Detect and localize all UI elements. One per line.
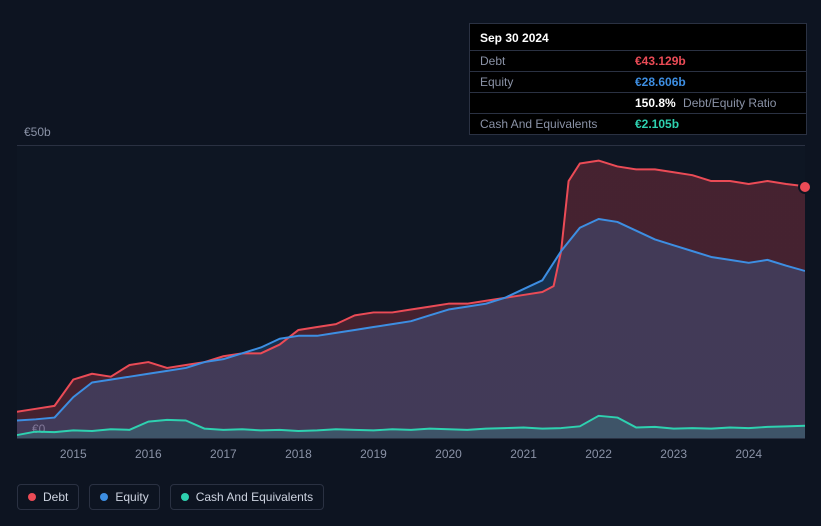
x-tick: 2023 bbox=[660, 447, 687, 461]
tooltip-row-value: €28.606b bbox=[635, 75, 686, 89]
legend-label: Debt bbox=[43, 490, 68, 504]
x-tick: 2022 bbox=[585, 447, 612, 461]
chart-plot-area[interactable] bbox=[17, 145, 805, 439]
tooltip-row-suffix: Debt/Equity Ratio bbox=[680, 96, 777, 110]
x-tick: 2018 bbox=[285, 447, 312, 461]
chart-legend: Debt Equity Cash And Equivalents bbox=[17, 484, 324, 510]
tooltip-row: 150.8% Debt/Equity Ratio bbox=[470, 92, 806, 113]
legend-label: Equity bbox=[115, 490, 148, 504]
legend-dot-icon bbox=[28, 493, 36, 501]
tooltip-row-label bbox=[480, 96, 635, 110]
series-end-marker bbox=[800, 182, 810, 192]
legend-dot-icon bbox=[100, 493, 108, 501]
legend-item-cash-and-equivalents[interactable]: Cash And Equivalents bbox=[170, 484, 324, 510]
legend-item-debt[interactable]: Debt bbox=[17, 484, 79, 510]
tooltip-row-value: €43.129b bbox=[635, 54, 686, 68]
tooltip-row-value: 150.8% Debt/Equity Ratio bbox=[635, 96, 776, 110]
chart-tooltip: Sep 30 2024 Debt€43.129bEquity€28.606b15… bbox=[469, 23, 807, 135]
tooltip-row-label: Equity bbox=[480, 75, 635, 89]
tooltip-row: Equity€28.606b bbox=[470, 71, 806, 92]
legend-label: Cash And Equivalents bbox=[196, 490, 313, 504]
tooltip-date: Sep 30 2024 bbox=[470, 24, 806, 50]
x-axis-labels: 2015 2016 2017 2018 2019 2020 2021 2022 2023 2024 bbox=[17, 447, 805, 467]
legend-item-equity[interactable]: Equity bbox=[89, 484, 159, 510]
tooltip-row: Debt€43.129b bbox=[470, 50, 806, 71]
x-tick: 2019 bbox=[360, 447, 387, 461]
tooltip-row-label: Debt bbox=[480, 54, 635, 68]
chart-svg bbox=[17, 146, 805, 438]
tooltip-row-value: €2.105b bbox=[635, 117, 679, 131]
tooltip-row: Cash And Equivalents€2.105b bbox=[470, 113, 806, 134]
x-tick: 2024 bbox=[735, 447, 762, 461]
legend-dot-icon bbox=[181, 493, 189, 501]
x-tick: 2017 bbox=[210, 447, 237, 461]
x-tick: 2016 bbox=[135, 447, 162, 461]
tooltip-row-label: Cash And Equivalents bbox=[480, 117, 635, 131]
x-tick: 2015 bbox=[60, 447, 87, 461]
x-tick: 2021 bbox=[510, 447, 537, 461]
x-tick: 2020 bbox=[435, 447, 462, 461]
series-area-equity bbox=[17, 219, 805, 438]
y-tick-top: €50b bbox=[24, 125, 51, 139]
